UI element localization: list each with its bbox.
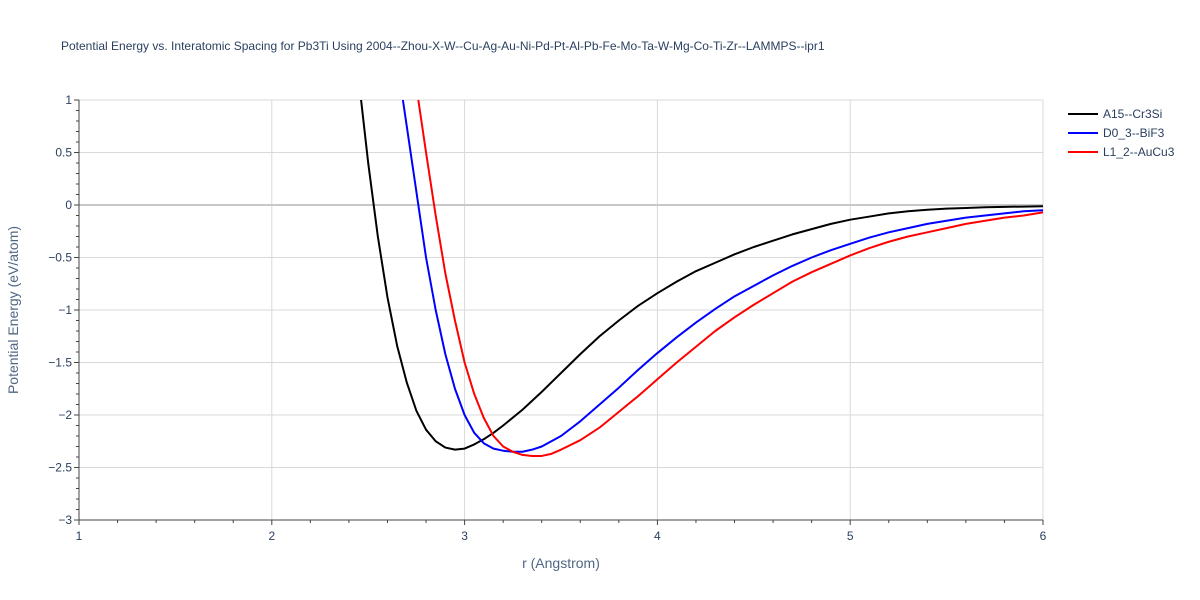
x-tick-label: 1 <box>76 529 83 543</box>
y-tick-label: −2 <box>58 408 72 422</box>
legend-label: D0_3--BiF3 <box>1103 126 1165 140</box>
gridlines <box>79 99 1044 520</box>
y-axis-title: Potential Energy (eV/atom) <box>5 226 21 394</box>
y-tick-label: −2.5 <box>48 461 72 475</box>
x-tick-label: 5 <box>847 529 854 543</box>
y-tick-label: 1 <box>65 93 72 107</box>
y-tick-label: −1.5 <box>48 356 72 370</box>
legend-item-a15-cr3si[interactable]: A15--Cr3Si <box>1068 107 1162 121</box>
x-axis-ticks: 1 2 3 4 5 6 <box>76 520 1047 543</box>
y-tick-label: 0 <box>65 198 72 212</box>
series-line-l1-2-aucu3 <box>417 100 1043 457</box>
y-tick-label: −1 <box>58 303 72 317</box>
series-line-a15-cr3si <box>360 100 1043 451</box>
legend-label: A15--Cr3Si <box>1103 107 1162 121</box>
y-tick-label: 0.5 <box>55 146 72 160</box>
plot-area <box>360 100 1043 457</box>
x-tick-label: 2 <box>268 529 275 543</box>
y-tick-label: −3 <box>58 513 72 527</box>
series-line-d0-3-bif3 <box>401 100 1043 453</box>
y-tick-label: −0.5 <box>48 251 72 265</box>
x-tick-label: 3 <box>461 529 468 543</box>
x-axis-title: r (Angstrom) <box>522 555 600 571</box>
x-tick-label: 6 <box>1040 529 1047 543</box>
legend-item-d0-3-bif3[interactable]: D0_3--BiF3 <box>1068 126 1165 140</box>
y-axis-ticks: −3 −2.5 −2 −1.5 −1 −0.5 0 0.5 1 <box>48 93 79 527</box>
chart-title: Potential Energy vs. Interatomic Spacing… <box>61 39 825 53</box>
x-tick-label: 4 <box>654 529 661 543</box>
legend[interactable]: A15--Cr3Si D0_3--BiF3 L1_2--AuCu3 <box>1068 107 1175 159</box>
legend-item-l1-2-aucu3[interactable]: L1_2--AuCu3 <box>1068 145 1175 159</box>
legend-label: L1_2--AuCu3 <box>1103 145 1175 159</box>
